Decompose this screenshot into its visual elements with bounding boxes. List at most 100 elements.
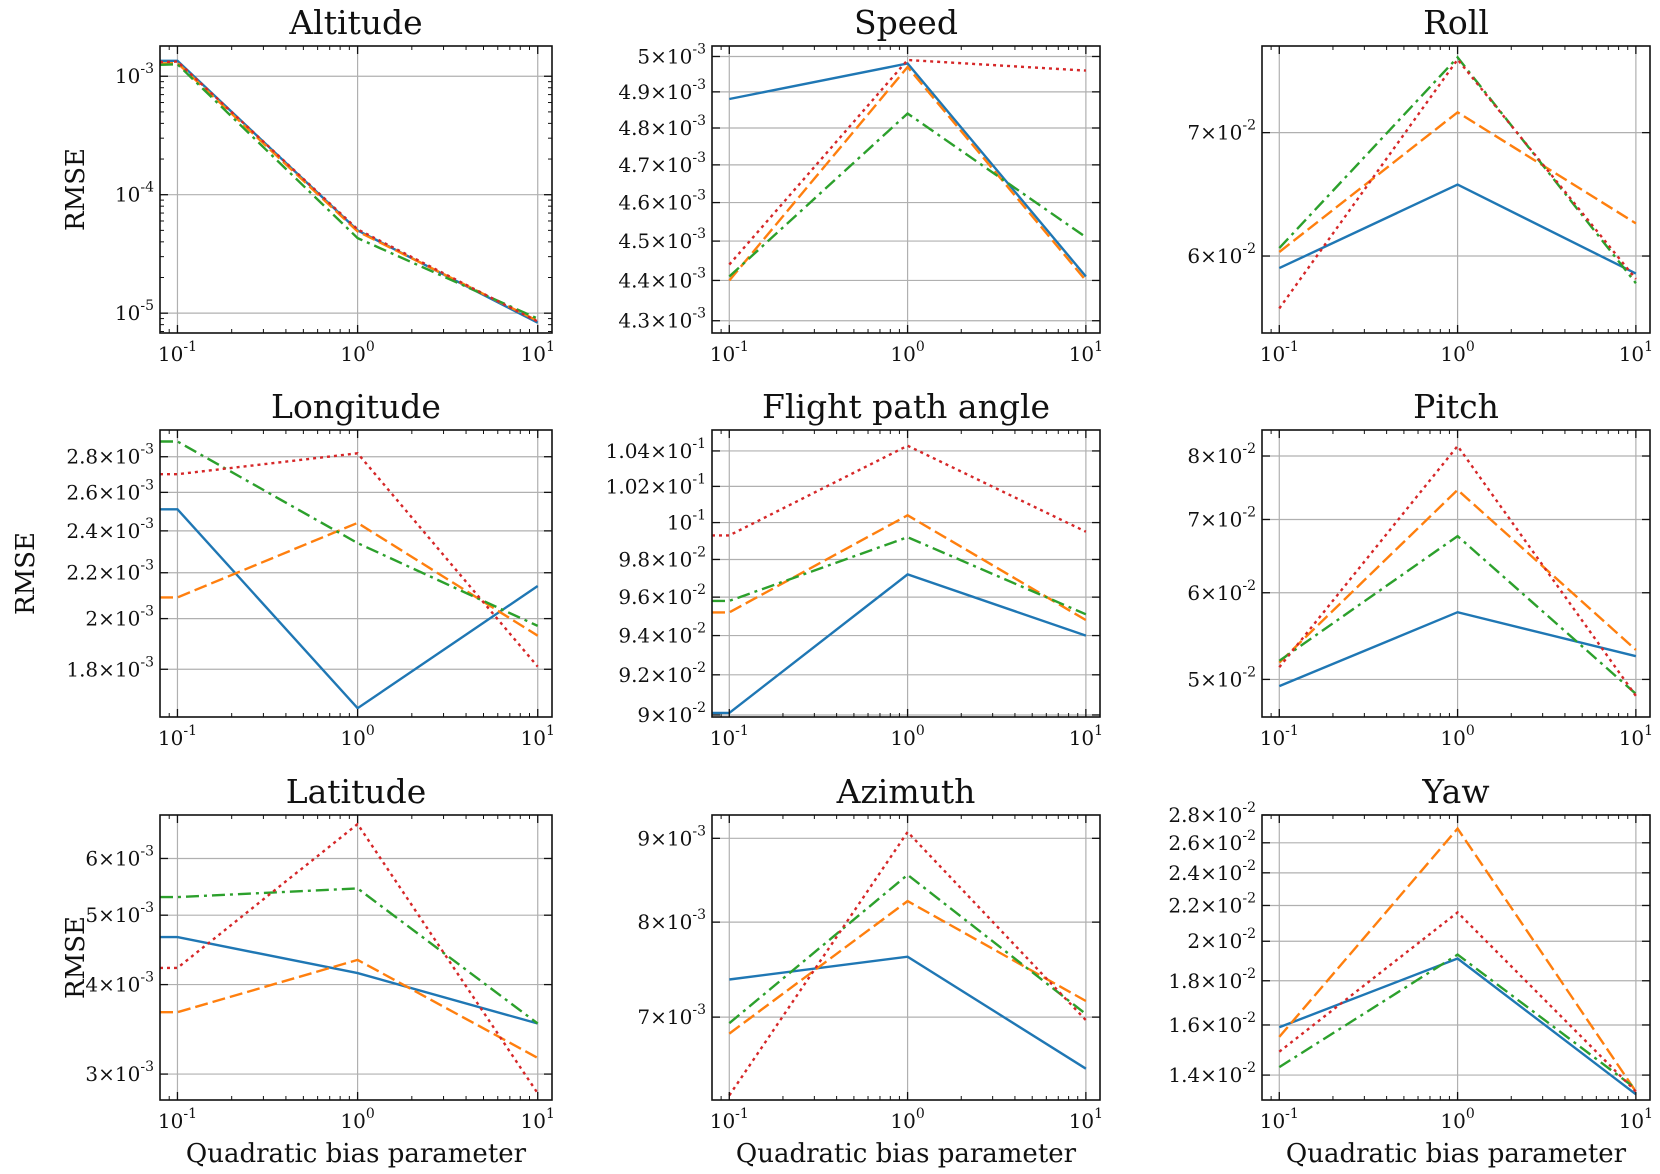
axes-frame	[711, 429, 1101, 718]
y-tick-label: 7×10-3	[637, 1002, 706, 1029]
subplot-title: Yaw	[1421, 772, 1489, 811]
series-line-1	[729, 955, 1087, 1070]
series-line-3	[160, 440, 539, 627]
x-tick-label: 100	[1440, 339, 1474, 366]
y-tick-label: 1.6×10-2	[1168, 1010, 1256, 1037]
x-tick-label: 100	[1440, 723, 1474, 750]
x-tick-label: 101	[521, 1106, 555, 1133]
series-group	[1278, 55, 1637, 310]
y-tick-label: 6×10-2	[1187, 578, 1256, 605]
y-tick-label: 2.8×10-3	[66, 442, 154, 469]
axes-frame	[159, 814, 553, 1101]
subplot-longitude: 10-1 100 101 1.8×10-3 2×10-3 2.2×10-3 2.4×10-3…	[11, 387, 555, 750]
series-line-2	[1278, 826, 1637, 1093]
series-group	[160, 440, 539, 710]
subplot-latitude: 10-1 100 101 3×10-3 4×10-3 5×10-3 6×10-3 Latitu…	[61, 772, 555, 1169]
x-tick-label: 101	[1069, 1106, 1103, 1133]
y-axis-label: RMSE	[11, 532, 41, 615]
y-tick-label: 2.8×10-2	[1168, 800, 1256, 827]
y-tick-label: 5×10-3	[637, 41, 706, 68]
y-tick-label: 6×10-2	[1187, 241, 1256, 268]
axes-frame	[1261, 45, 1651, 334]
x-tick-label: 100	[890, 723, 924, 750]
x-tick-label: 10-1	[710, 339, 749, 366]
series-line-1	[160, 508, 539, 710]
series-line-3	[728, 111, 1087, 278]
x-tick-label: 100	[890, 1106, 924, 1133]
series-line-4	[712, 444, 1087, 537]
y-tick-label: 9×10-2	[637, 700, 706, 727]
series-line-3	[1278, 55, 1637, 284]
series-line-2	[728, 899, 1087, 1035]
y-tick-label: 4.9×10-3	[618, 77, 706, 104]
x-axis-label: Quadratic bias parameter	[186, 1139, 527, 1169]
y-tick-label: 2×10-2	[1187, 926, 1256, 953]
x-tick-label: 10-1	[158, 723, 197, 750]
subplot-azimuth: 10-1 100 101 7×10-3 8×10-3 9×10-3 Azimuth Quadr…	[637, 772, 1103, 1169]
series-group	[728, 830, 1087, 1097]
y-tick-label: 2.4×10-2	[1168, 858, 1256, 885]
y-tick-label: 1.4×10-2	[1168, 1060, 1256, 1087]
axes-frame	[711, 45, 1101, 334]
series-line-2	[712, 513, 1087, 622]
axes-frame	[1261, 814, 1651, 1101]
y-tick-label: 2×10-3	[85, 604, 154, 631]
x-tick-label: 10-1	[1260, 723, 1299, 750]
y-tick-label: 4.8×10-3	[618, 113, 706, 140]
y-tick-label: 2.4×10-3	[66, 516, 154, 543]
y-tick-label: 5×10-3	[85, 900, 154, 927]
x-tick-label: 100	[890, 339, 924, 366]
y-tick-label: 3×10-3	[85, 1059, 154, 1086]
y-tick-label: 4.3×10-3	[618, 306, 706, 333]
series-line-1	[1278, 957, 1637, 1096]
subplot-title: Flight path angle	[762, 387, 1050, 426]
x-tick-label: 101	[1069, 339, 1103, 366]
series-group	[728, 58, 1087, 282]
y-tick-label: 7×10-2	[1187, 118, 1256, 145]
series-line-2	[160, 958, 539, 1059]
series-line-1	[712, 573, 1087, 715]
y-tick-label: 1.04×10-1	[606, 436, 706, 463]
series-line-2	[728, 65, 1087, 282]
subplot-speed: 10-1 100 101 4.3×10-3 4.4×10-3 4.5×10-3 4.6×10…	[618, 3, 1103, 366]
x-axis-label: Quadratic bias parameter	[1286, 1139, 1627, 1169]
x-tick-label: 10-1	[158, 339, 197, 366]
y-tick-label: 4.6×10-3	[618, 188, 706, 215]
y-tick-label: 10-5	[115, 298, 154, 325]
y-axis-label: RMSE	[61, 148, 91, 231]
series-group	[160, 822, 539, 1094]
x-tick-label: 10-1	[1260, 1106, 1299, 1133]
x-tick-label: 101	[1619, 339, 1653, 366]
y-tick-label: 8×10-2	[1187, 441, 1256, 468]
series-line-4	[1278, 910, 1637, 1093]
y-tick-label: 1.8×10-2	[1168, 966, 1256, 993]
series-line-1	[160, 935, 539, 1025]
series-line-3	[712, 535, 1087, 616]
subplot-flight-path-angle: 10-1 100 101 9×10-2 9.2×10-2 9.4×10-2 9.6×10-2…	[606, 387, 1103, 750]
y-tick-label: 2.2×10-2	[1168, 890, 1256, 917]
y-tick-label: 4.4×10-3	[618, 265, 706, 292]
series-group	[1278, 444, 1637, 697]
y-tick-label: 9.2×10-2	[618, 660, 706, 687]
axes-frame	[711, 814, 1101, 1101]
x-tick-label: 101	[1619, 723, 1653, 750]
y-tick-label: 2.2×10-3	[66, 558, 154, 585]
y-tick-label: 10-4	[115, 180, 154, 207]
x-tick-label: 10-1	[710, 723, 749, 750]
y-tick-label: 9×10-3	[637, 823, 706, 850]
series-line-1	[729, 62, 1087, 278]
subplot-pitch: 10-1 100 101 5×10-2 6×10-2 7×10-2 8×10-2 Pitch	[1187, 387, 1653, 750]
series-line-3	[160, 63, 539, 320]
series-line-3	[160, 887, 539, 1025]
x-tick-label: 10-1	[1260, 339, 1299, 366]
subplot-title: Altitude	[288, 3, 422, 42]
x-tick-label: 100	[340, 723, 374, 750]
axes-frame	[1261, 429, 1651, 718]
y-tick-label: 1.02×10-1	[606, 471, 706, 498]
y-tick-label: 2.6×10-3	[66, 477, 154, 504]
series-line-4	[728, 830, 1087, 1097]
x-tick-label: 101	[521, 723, 555, 750]
series-line-4	[160, 452, 539, 668]
y-tick-label: 2.6×10-2	[1168, 828, 1256, 855]
